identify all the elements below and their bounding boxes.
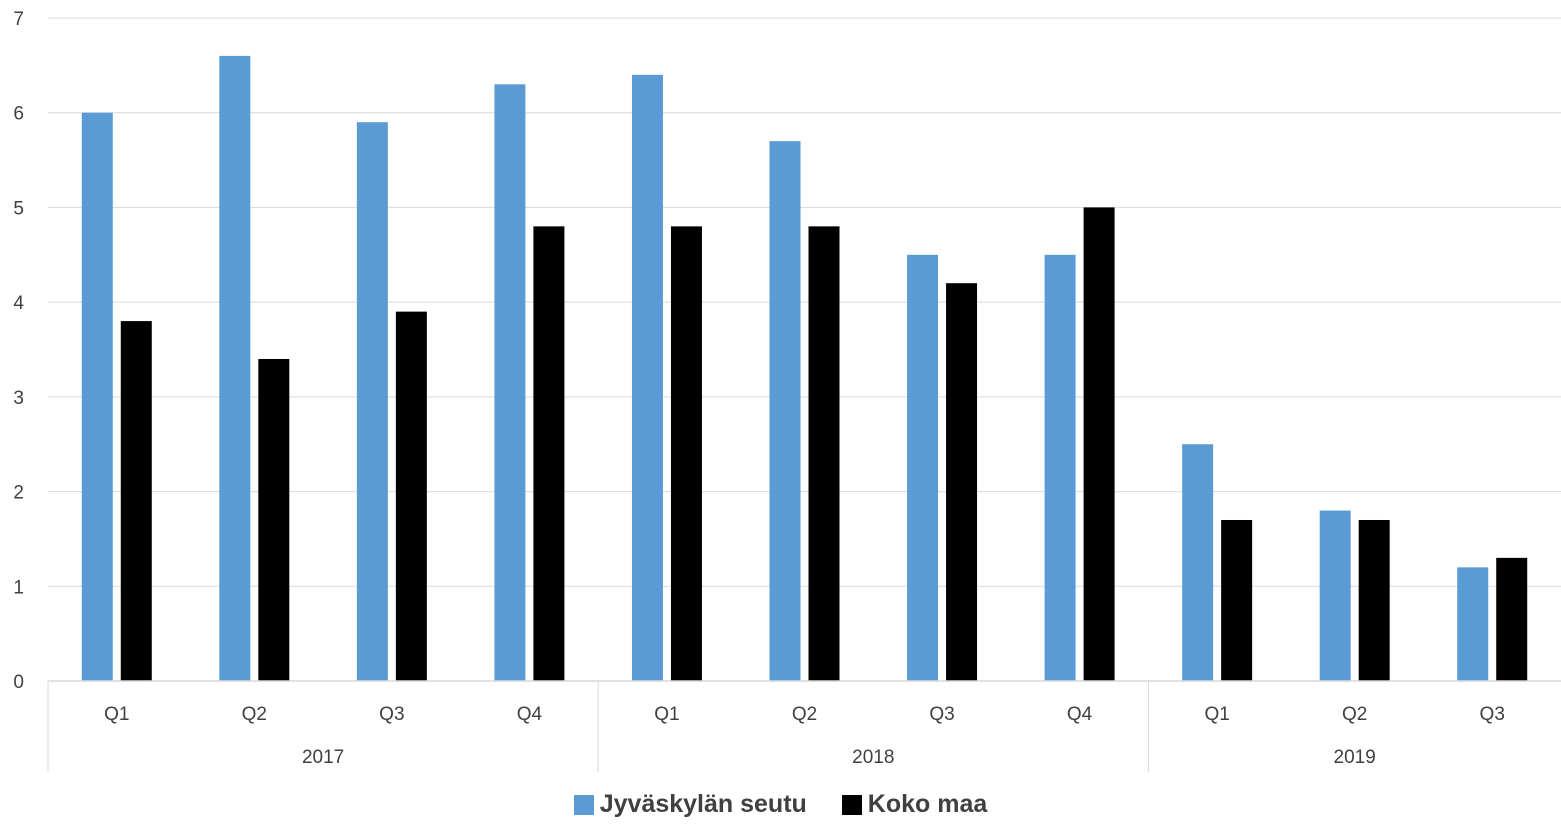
x-group-label-year: 2017 xyxy=(302,747,344,768)
bar-series-1 xyxy=(769,141,801,682)
x-tick-label-quarter: Q1 xyxy=(1204,704,1229,725)
y-tick-label: 3 xyxy=(13,388,24,409)
legend-item-series-1: Jyväskylän seutu xyxy=(573,790,807,819)
y-tick-label: 1 xyxy=(13,577,24,598)
y-tick-label: 4 xyxy=(13,293,24,314)
x-tick-label-quarter: Q3 xyxy=(929,704,954,725)
x-tick-label-quarter: Q4 xyxy=(1067,704,1093,725)
bar-series-2 xyxy=(258,358,290,681)
bar-series-1 xyxy=(1457,567,1489,681)
bar-series-1 xyxy=(219,55,251,681)
legend-label-series-2: Koko maa xyxy=(867,790,988,818)
x-tick-label-quarter: Q2 xyxy=(1342,704,1367,725)
x-tick-label-quarter: Q1 xyxy=(104,704,129,725)
legend: Jyväskylän seutu Koko maa xyxy=(0,790,1561,822)
x-tick-label-quarter: Q3 xyxy=(379,704,404,725)
y-tick-label: 6 xyxy=(13,104,24,125)
bar-series-1 xyxy=(81,112,113,681)
legend-swatch-series-1 xyxy=(573,794,594,815)
x-tick-label-quarter: Q2 xyxy=(242,704,267,725)
x-tick-label-quarter: Q4 xyxy=(517,704,543,725)
y-tick-label: 0 xyxy=(13,672,24,693)
legend-label-series-1: Jyväskylän seutu xyxy=(599,790,807,818)
y-tick-label: 2 xyxy=(13,483,24,504)
bar-series-1 xyxy=(1182,444,1214,681)
bar-series-2 xyxy=(1358,519,1390,681)
bar-series-2 xyxy=(395,311,427,681)
y-tick-label: 5 xyxy=(13,198,24,219)
legend-swatch-series-2 xyxy=(841,794,862,815)
bar-series-2 xyxy=(1221,519,1253,681)
x-tick-label-quarter: Q2 xyxy=(792,704,817,725)
bar-series-1 xyxy=(631,74,663,682)
bar-series-2 xyxy=(946,283,978,681)
y-tick-label: 7 xyxy=(13,9,24,30)
bar-series-2 xyxy=(1496,557,1528,681)
bar-series-1 xyxy=(356,122,388,681)
bar-series-1 xyxy=(907,254,939,682)
bar-series-2 xyxy=(808,226,840,681)
bar-series-1 xyxy=(1319,510,1351,681)
bar-series-2 xyxy=(1083,207,1115,681)
bar-series-1 xyxy=(1044,254,1076,682)
bar-series-2 xyxy=(533,226,565,681)
legend-item-series-2: Koko maa xyxy=(841,790,988,819)
x-group-label-year: 2019 xyxy=(1334,747,1376,768)
x-tick-label-quarter: Q3 xyxy=(1480,704,1505,725)
x-group-label-year: 2018 xyxy=(852,747,894,768)
x-tick-label-quarter: Q1 xyxy=(654,704,679,725)
bar-series-2 xyxy=(120,321,152,681)
bar-series-2 xyxy=(670,226,702,681)
bar-series-1 xyxy=(494,84,526,682)
